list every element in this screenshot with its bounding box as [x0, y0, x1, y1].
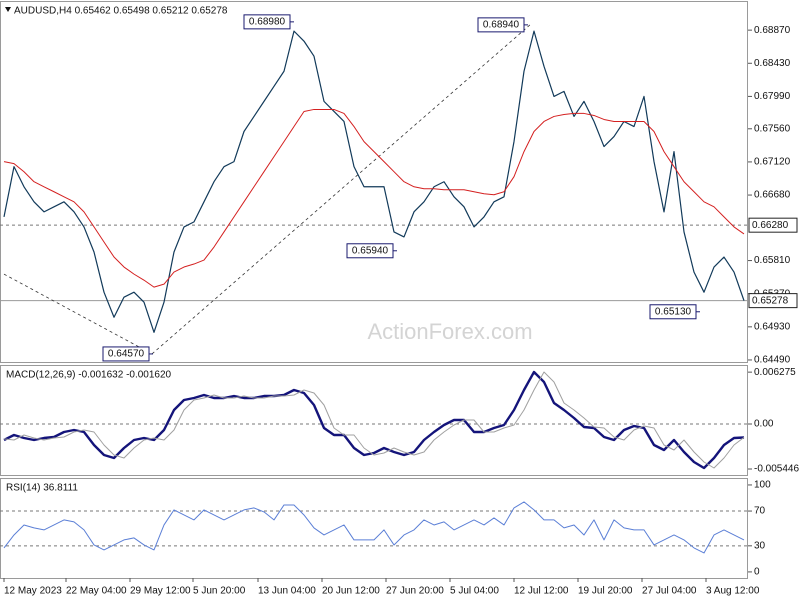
- x-tick-label: 27 Jun 20:00: [386, 586, 444, 597]
- y-tick-label: 0.67560: [754, 123, 791, 134]
- x-tick-label: 12 May 2023: [4, 586, 62, 597]
- x-tick-label: 29 May 12:00: [130, 586, 191, 597]
- level-label: 0.66280: [752, 220, 789, 231]
- series-line: [3, 108, 745, 288]
- x-tick-label: 22 May 04:00: [66, 586, 127, 597]
- series-line: [3, 371, 745, 469]
- y-tick-label: 0.006275: [754, 367, 796, 378]
- menu-arrow: [5, 7, 11, 12]
- y-tick-label: 0.68430: [754, 58, 791, 69]
- series-line: [3, 501, 745, 554]
- x-tick-label: 12 Jul 12:00: [514, 586, 569, 597]
- annotation-label: 0.65940: [352, 245, 389, 256]
- y-tick-label: 100: [754, 480, 771, 491]
- y-tick-label: 70: [754, 506, 766, 517]
- panel-title: AUDUSD,H4 0.65462 0.65498 0.65212 0.6527…: [14, 6, 228, 17]
- panel-frame: [0, 1, 748, 363]
- x-tick-label: 3 Aug 12:00: [706, 586, 760, 597]
- level-label: 0.65278: [752, 295, 789, 306]
- y-tick-label: 0.64490: [754, 355, 791, 366]
- series-line: [3, 30, 745, 333]
- x-tick-label: 19 Jul 20:00: [578, 586, 633, 597]
- y-tick-label: -0.005446: [754, 464, 799, 475]
- y-tick-label: 0: [754, 567, 760, 578]
- level-label-box: [748, 293, 798, 309]
- y-tick-label: 0.67990: [754, 91, 791, 102]
- series-line: [3, 370, 745, 470]
- panel-title: MACD(12,26,9) -0.001632 -0.001620: [6, 370, 172, 381]
- annotation-label: 0.68940: [483, 20, 520, 31]
- annotation-label: 0.65130: [655, 306, 692, 317]
- x-tick-label: 5 Jun 20:00: [193, 586, 246, 597]
- watermark: ActionForex.com: [367, 319, 532, 344]
- y-tick-label: 0.65810: [754, 255, 791, 266]
- y-tick-label: 0.00: [754, 419, 774, 430]
- annotation-label: 0.68980: [249, 16, 286, 27]
- panel-frame: [0, 365, 748, 476]
- trendline: [3, 273, 153, 355]
- panel-frame: [0, 478, 748, 579]
- x-tick-label: 27 Jul 04:00: [642, 586, 697, 597]
- x-tick-label: 5 Jul 04:00: [450, 586, 499, 597]
- y-tick-label: 0.67120: [754, 157, 791, 168]
- level-label-box: [748, 217, 798, 233]
- y-tick-label: 0.66680: [754, 190, 791, 201]
- y-tick-label: 0.68870: [754, 25, 791, 36]
- x-tick-label: 20 Jun 12:00: [322, 586, 380, 597]
- panel-title: RSI(14) 36.8111: [6, 483, 78, 494]
- x-tick-label: 13 Jun 04:00: [258, 586, 316, 597]
- y-tick-label: 30: [754, 540, 766, 551]
- y-tick-label: 0.64930: [754, 321, 791, 332]
- annotation-label: 0.64570: [108, 349, 145, 360]
